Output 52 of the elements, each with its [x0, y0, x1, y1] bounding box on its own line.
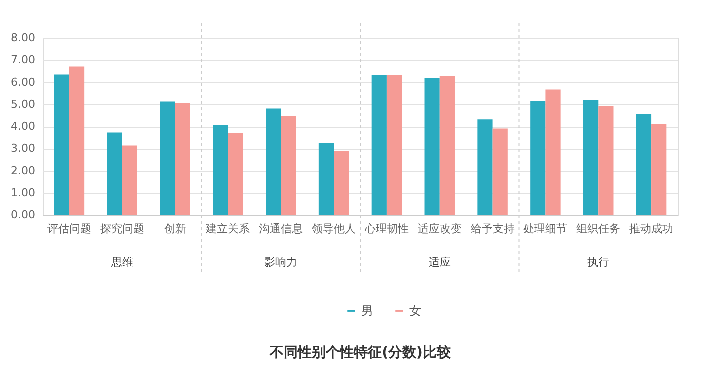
bar: [69, 66, 85, 215]
x-tick-label: 推动成功: [630, 222, 674, 236]
bar: [584, 100, 599, 215]
y-tick-label: 8.00: [11, 32, 36, 44]
bar: [530, 101, 546, 215]
y-tick-label: 0.00: [11, 208, 36, 222]
x-tick-label: 评估问题: [47, 222, 92, 236]
x-tick-label: 建立关系: [205, 222, 250, 236]
bar: [636, 114, 652, 215]
bar: [54, 74, 70, 215]
text: 执行: [588, 256, 610, 269]
x-tick-label: 创新: [164, 222, 186, 236]
y-tick-label: 2.00: [11, 164, 36, 178]
bar: [334, 151, 350, 215]
bar: [228, 133, 244, 215]
x-tick-label: 探究问题: [100, 222, 144, 236]
bar: [107, 132, 122, 215]
x-tick-label: 组织任务: [576, 222, 621, 236]
bar: [175, 103, 190, 215]
x-tick-label: 沟通信息: [259, 222, 304, 236]
bar: [478, 120, 493, 215]
bar: [160, 102, 176, 215]
bar: [372, 75, 387, 215]
bar: [318, 143, 334, 215]
text: 影响力: [264, 256, 298, 269]
y-tick-label: 7.00: [11, 54, 36, 67]
y-tick-label: 3.00: [11, 142, 36, 156]
text: 不同性别个性特征(分数)比较: [269, 345, 452, 361]
bar: [386, 75, 402, 215]
y-tick-label: 5.00: [11, 98, 36, 111]
bar: [424, 78, 440, 215]
bar: [281, 116, 296, 215]
x-tick-label: 心理韧性: [364, 222, 409, 236]
y-tick-label: 1.00: [11, 186, 36, 200]
x-tick-label: 处理细节: [524, 222, 568, 236]
bar: [546, 90, 561, 215]
y-tick-label: 4.00: [11, 120, 36, 133]
bar: [213, 124, 228, 215]
bar: [122, 146, 138, 215]
x-tick-label: 领导他人: [312, 222, 356, 236]
bar: [492, 128, 508, 215]
x-tick-label: 给予支持: [470, 222, 515, 236]
legend-label: 女: [410, 304, 422, 318]
bar: [652, 124, 667, 215]
text: 思维: [110, 256, 134, 269]
x-tick-label: 适应改变: [418, 222, 462, 236]
text: 适应: [428, 256, 451, 269]
bar: [440, 76, 455, 215]
y-tick-label: 6.00: [11, 76, 36, 89]
bar: [598, 106, 614, 215]
bar: [266, 108, 282, 215]
legend-label: 男: [362, 304, 374, 318]
